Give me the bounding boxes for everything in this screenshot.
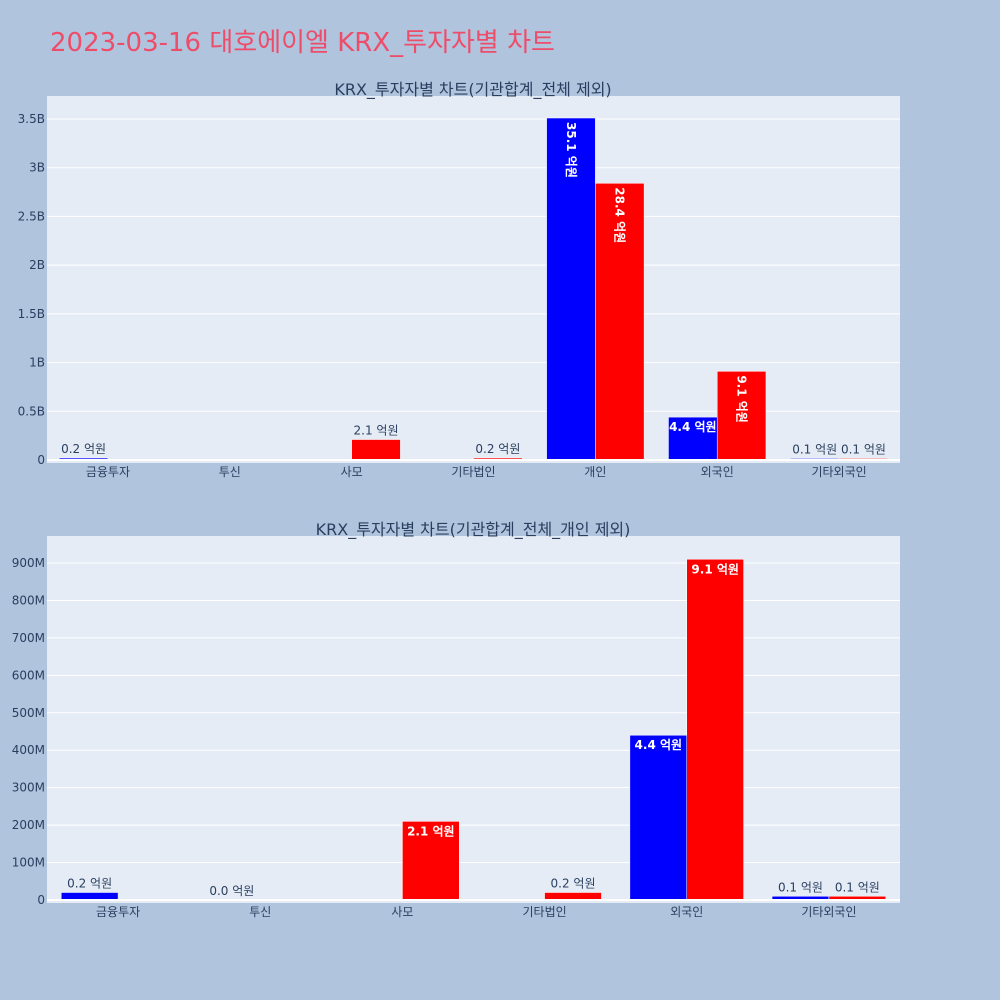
bar-value-label: 0.2 억원 <box>61 442 106 456</box>
x-tick-label: 기타법인 <box>522 905 566 919</box>
y-tick-label: 1.5B <box>18 307 45 321</box>
y-tick-label: 200M <box>12 818 45 832</box>
plot-area <box>47 536 900 903</box>
x-tick-label: 금융투자 <box>86 465 130 479</box>
bar-value-label: 35.1 억원 <box>564 122 578 178</box>
bar-value-label: 4.4 억원 <box>635 738 683 752</box>
bar-value-label: 0.1 억원 <box>841 443 886 457</box>
plot-area <box>47 96 900 463</box>
y-tick-label: 400M <box>12 743 45 757</box>
bar-value-label: 0.1 억원 <box>778 880 823 894</box>
bar-value-label: 0.2 억원 <box>67 877 112 891</box>
chart-title: KRX_투자자별 차트(기관합계_전체_개인 제외) <box>316 520 631 540</box>
bar-value-label: 0.0 억원 <box>209 884 254 898</box>
x-tick-label: 금융투자 <box>96 905 140 919</box>
y-tick-label: 800M <box>12 593 45 607</box>
y-tick-label: 100M <box>12 856 45 870</box>
y-tick-label: 2B <box>29 258 45 272</box>
y-tick-label: 2.5B <box>18 209 45 223</box>
y-tick-label: 3.5B <box>18 112 45 126</box>
bar-value-label: 2.1 억원 <box>354 424 399 438</box>
x-tick-label: 투신 <box>249 905 271 919</box>
bar <box>546 117 596 461</box>
bar-value-label: 9.1 억원 <box>735 375 749 423</box>
y-tick-label: 3B <box>29 161 45 175</box>
x-tick-label: 외국인 <box>701 465 734 479</box>
y-tick-label: 0 <box>37 893 45 907</box>
x-tick-label: 사모 <box>341 465 363 479</box>
chart-title: KRX_투자자별 차트(기관합계_전체 제외) <box>334 80 611 100</box>
x-tick-label: 기타외국인 <box>811 465 866 479</box>
bar <box>60 892 119 901</box>
bar <box>351 439 401 461</box>
x-tick-label: 기타법인 <box>451 465 495 479</box>
y-tick-label: 900M <box>12 556 45 570</box>
bar-value-label: 28.4 억원 <box>613 187 627 243</box>
x-tick-label: 외국인 <box>670 905 703 919</box>
bar <box>402 821 460 901</box>
bar-value-label: 4.4 억원 <box>669 420 717 434</box>
page-title: 2023-03-16 대호에이엘 KRX_투자자별 차트 <box>50 28 555 58</box>
y-tick-label: 700M <box>12 631 45 645</box>
y-tick-label: 0.5B <box>18 404 45 418</box>
x-tick-label: 개인 <box>584 465 606 479</box>
chart-bottom: 0 100M 200M 300M 400M 500M 600M 700M 800M 900M KRX… <box>12 520 900 919</box>
y-tick-label: 0 <box>37 453 45 467</box>
x-tick-label: 기타외국인 <box>801 905 856 919</box>
x-tick-label: 투신 <box>219 465 241 479</box>
y-tick-label: 1B <box>29 356 45 370</box>
x-tick-label: 사모 <box>391 905 413 919</box>
bar-value-label: 0.1 억원 <box>792 443 837 457</box>
y-tick-label: 500M <box>12 706 45 720</box>
bar-value-label: 0.2 억원 <box>475 442 520 456</box>
bar-value-label: 2.1 억원 <box>407 824 455 838</box>
bar-value-label: 0.1 억원 <box>835 880 880 894</box>
y-tick-label: 600M <box>12 668 45 682</box>
bar <box>686 559 744 901</box>
chart-top: 0 0.5B 1B 1.5B 2B 2.5B 3B 3.5B KRX_투자자별 차트(기관합계_… <box>18 80 900 479</box>
bar-value-label: 0.2 억원 <box>551 877 596 891</box>
y-tick-label: 300M <box>12 781 45 795</box>
bar-value-label: 9.1 억원 <box>691 562 739 576</box>
bar <box>544 892 602 901</box>
bar <box>629 734 688 901</box>
